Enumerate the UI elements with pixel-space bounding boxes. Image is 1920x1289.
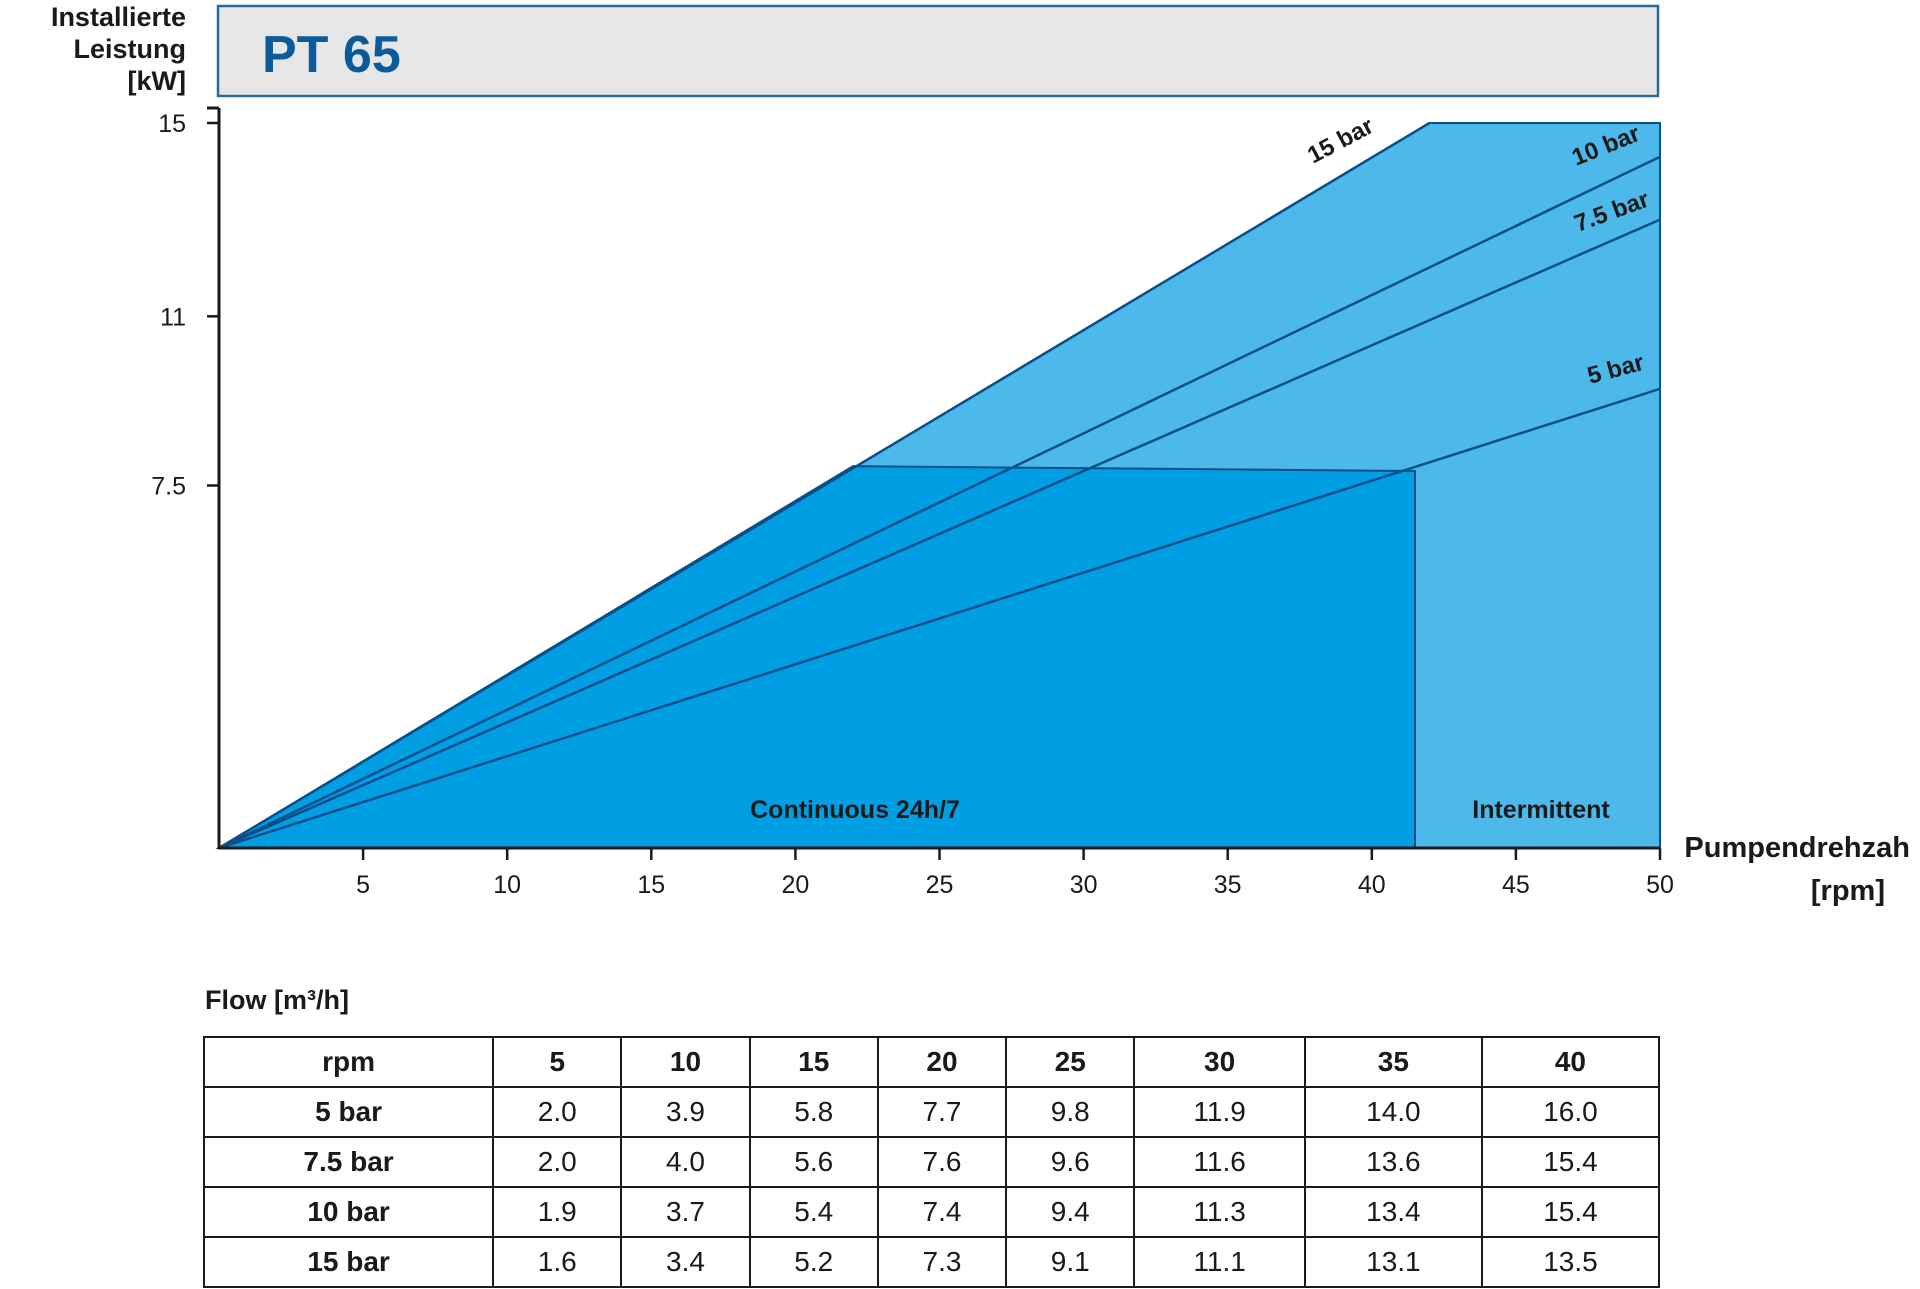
line-7-5-bar (218, 218, 1661, 850)
chart-title: PT 65 (262, 26, 401, 84)
y-axis-title-line: Installierte (51, 2, 186, 32)
table-cell: 13.6 (1303, 1136, 1483, 1188)
table-cell: 5.4 (748, 1186, 879, 1238)
x-tick-label: 10 (493, 871, 521, 899)
x-tick-label: 30 (1070, 871, 1098, 899)
table-header-cell: 30 (1133, 1036, 1306, 1088)
table-cell: 5.8 (748, 1086, 879, 1138)
table-cell: 11.1 (1133, 1236, 1306, 1288)
line-15-bar (218, 121, 1431, 850)
table-cell: 15.4 (1480, 1186, 1661, 1238)
table-cell: 7.7 (876, 1086, 1008, 1138)
table-cell: 7.3 (876, 1236, 1008, 1288)
table-cell: 2.0 (492, 1086, 623, 1138)
table-row-label: 7.5 bar (202, 1136, 495, 1188)
x-tick-label: 40 (1358, 871, 1386, 899)
power-chart: 5 10 15 20 25 30 35 40 45 50 7.5 11 15 Installierte Le… (51, 2, 1910, 907)
title-box (216, 4, 1660, 98)
table-cell: 9.4 (1005, 1186, 1136, 1238)
table-row: 5 bar 2.0 3.9 5.8 7.7 9.8 11.9 14.0 16.0 (202, 1086, 1661, 1138)
x-tick-label: 15 (637, 871, 665, 899)
table-row-label: 15 bar (202, 1236, 495, 1288)
table-cell: 11.3 (1133, 1186, 1306, 1238)
table-cell: 9.1 (1005, 1236, 1136, 1288)
x-tick-label: 50 (1646, 871, 1674, 899)
flow-table: rpm 5 10 15 20 25 30 35 40 5 bar 2.0 3.9 5.8 7.7 9.8 1… (202, 1036, 1661, 1288)
table-body: 5 bar 2.0 3.9 5.8 7.7 9.8 11.9 14.0 16.0 7.5 bar 2… (202, 1086, 1661, 1288)
table-row-label: 5 bar (202, 1086, 495, 1138)
table-header-row: rpm 5 10 15 20 25 30 35 40 (202, 1036, 1661, 1088)
y-tick-label: 15 (158, 110, 186, 138)
table-cell: 14.0 (1303, 1086, 1483, 1138)
table-header-cell: rpm (202, 1036, 495, 1088)
x-axis-title: Pumpendrehzah [rpm] (1684, 832, 1910, 907)
table-header-cell: 35 (1303, 1036, 1483, 1088)
y-axis-title: Installierte Leistung [kW] (51, 2, 186, 96)
table-row: 7.5 bar 2.0 4.0 5.6 7.6 9.6 11.6 13.6 15.4 (202, 1136, 1661, 1188)
x-tick-label: 5 (356, 871, 370, 899)
table-cell: 9.8 (1005, 1086, 1136, 1138)
table-row-label: 10 bar (202, 1186, 495, 1238)
table-cell: 3.4 (620, 1236, 751, 1288)
x-axis-title-line: [rpm] (1811, 875, 1885, 907)
table-header-cell: 5 (492, 1036, 623, 1088)
table-header-cell: 25 (1005, 1036, 1136, 1088)
table-cell: 3.7 (620, 1186, 751, 1238)
table-cell: 9.6 (1005, 1136, 1136, 1188)
table-cell: 2.0 (492, 1136, 623, 1188)
x-tick-label: 20 (781, 871, 809, 899)
x-tick-label: 45 (1502, 871, 1530, 899)
table-cell: 5.6 (748, 1136, 879, 1188)
x-axis-title-line: Pumpendrehzah (1684, 832, 1910, 864)
y-axis-title-line: [kW] (128, 66, 186, 96)
x-tick-label: 35 (1214, 871, 1242, 899)
table-header-cell: 10 (620, 1036, 751, 1088)
table-header-cell: 20 (876, 1036, 1008, 1088)
chart-series-lines (218, 121, 1661, 850)
chart-axes: 5 10 15 20 25 30 35 40 45 50 7.5 11 15 Installierte Le… (51, 2, 1910, 907)
y-tick-label: 7.5 (151, 473, 186, 501)
table-cell: 13.4 (1303, 1186, 1483, 1238)
line-5-bar (218, 387, 1661, 850)
table-cell: 11.9 (1133, 1086, 1306, 1138)
table-cell: 15.4 (1480, 1136, 1661, 1188)
label-intermittent: Intermittent (1472, 796, 1610, 824)
table-header-cell: 15 (748, 1036, 879, 1088)
table-cell: 1.9 (492, 1186, 623, 1238)
table-cell: 5.2 (748, 1236, 879, 1288)
table-header-cell: 40 (1480, 1036, 1661, 1088)
table-cell: 7.4 (876, 1186, 1008, 1238)
table-cell: 7.6 (876, 1136, 1008, 1188)
table-row: 10 bar 1.9 3.7 5.4 7.4 9.4 11.3 13.4 15.4 (202, 1186, 1661, 1238)
x-tick-label: 25 (926, 871, 954, 899)
table-cell: 13.5 (1480, 1236, 1661, 1288)
table-cell: 11.6 (1133, 1136, 1306, 1188)
table-cell: 16.0 (1480, 1086, 1661, 1138)
table-cell: 13.1 (1303, 1236, 1483, 1288)
table-cell: 4.0 (620, 1136, 751, 1188)
line-10-bar (218, 155, 1661, 850)
y-axis-title-line: Leistung (74, 34, 187, 64)
y-tick-label: 11 (160, 303, 186, 331)
table-cell: 3.9 (620, 1086, 751, 1138)
table-cell: 1.6 (492, 1236, 623, 1288)
table-row: 15 bar 1.6 3.4 5.2 7.3 9.1 11.1 13.1 13.5 (202, 1236, 1661, 1288)
label-continuous: Continuous 24h/7 (750, 796, 960, 824)
chart-regions (215, 122, 1661, 849)
table-title: Flow [m³/h] (205, 985, 349, 1015)
